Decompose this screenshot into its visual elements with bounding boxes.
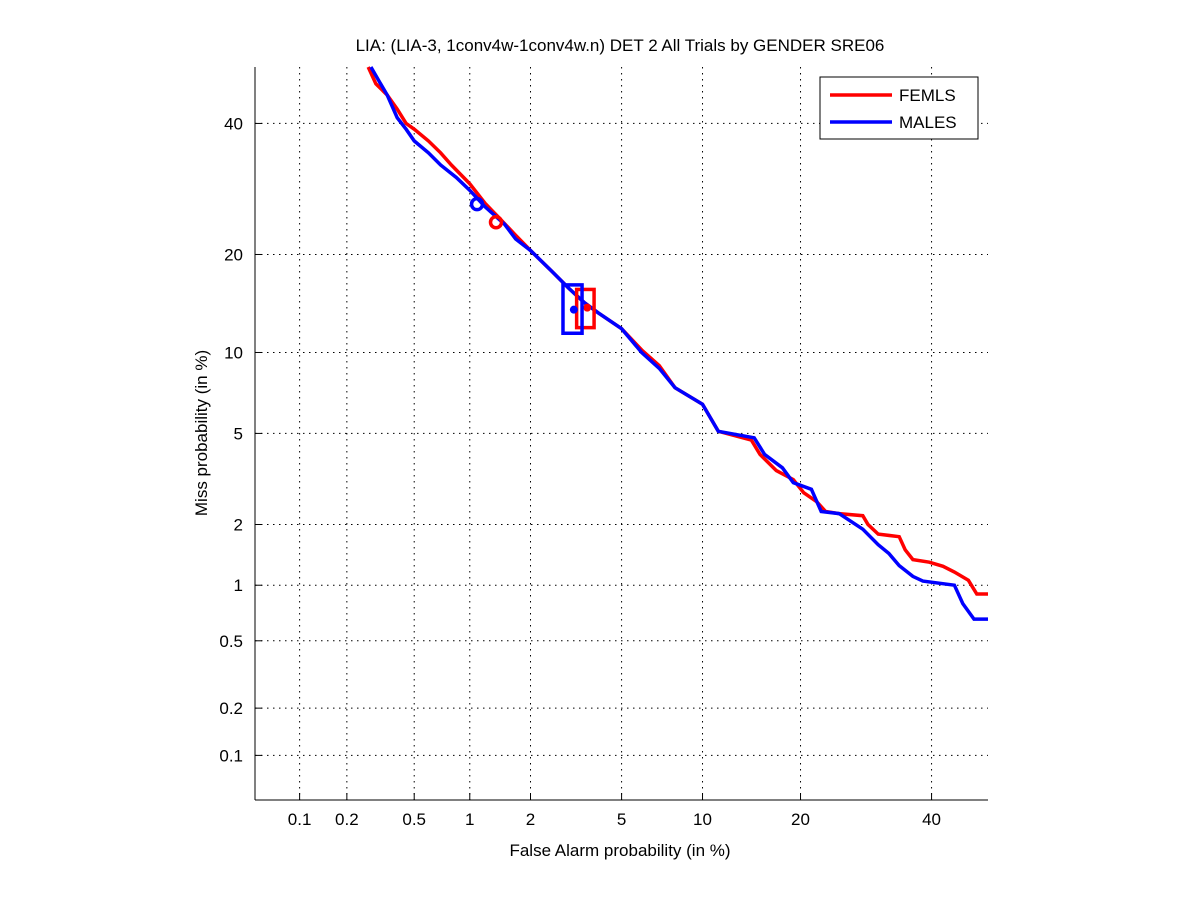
y-tick-label: 20 [224,245,243,264]
x-tick-label: 0.5 [402,810,426,829]
axes [254,67,988,801]
x-axis-label: False Alarm probability (in %) [509,841,730,860]
legend: FEMLS MALES [819,76,979,140]
x-tick-label: 1 [465,810,474,829]
y-tick-label: 2 [234,515,243,534]
legend-label-males: MALES [899,113,957,132]
tick-labels: 0.1 0.2 0.5 1 2 5 10 20 40 0.1 0.2 0.5 1 2 5 10 20 40 [219,114,941,829]
x-tick-label: 0.2 [335,810,359,829]
actual-dcf-point-males [569,305,578,314]
min-dcf-marker-males [469,196,485,212]
y-tick-label: 1 [234,576,243,595]
legend-box [819,76,979,140]
legend-label-femls: FEMLS [899,86,956,105]
y-tick-label: 0.5 [219,632,243,651]
x-tick-label: 5 [617,810,626,829]
chart-title: LIA: (LIA-3, 1conv4w-1conv4w.n) DET 2 Al… [356,36,885,55]
y-tick-label: 0.2 [219,699,243,718]
y-tick-label: 10 [224,343,243,362]
series-line-males [369,66,988,621]
actual-dcf-box-males [561,283,584,335]
series-layer [366,66,988,621]
grid [255,67,988,800]
x-tick-label: 40 [922,810,941,829]
y-axis-label: Miss probability (in %) [192,350,211,516]
x-tick-label: 0.1 [288,810,312,829]
series-line-femls [366,66,988,596]
y-tick-label: 0.1 [219,746,243,765]
x-tick-label: 20 [791,810,810,829]
y-tick-label: 5 [234,424,243,443]
x-tick-label: 10 [693,810,712,829]
min-dcf-marker-femls [488,214,504,230]
x-tick-label: 2 [526,810,535,829]
actual-dcf-point-femls [583,303,592,312]
y-tick-label: 40 [224,114,243,133]
